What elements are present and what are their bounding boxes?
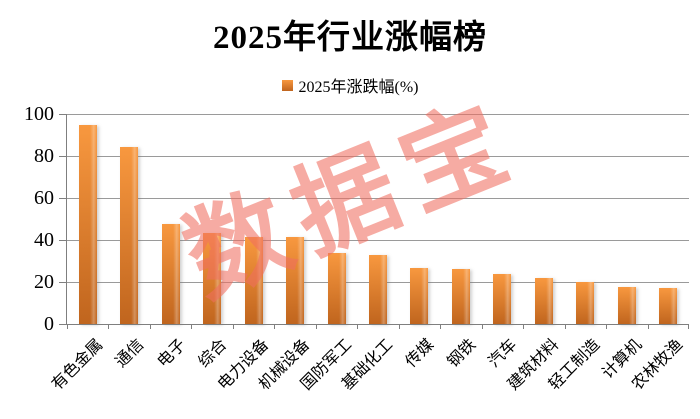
x-tick-mark	[564, 324, 566, 329]
y-tick-label: 100	[24, 103, 54, 125]
x-tick-mark	[481, 324, 483, 329]
gridline	[67, 240, 689, 241]
bar	[369, 254, 387, 324]
x-tick-mark	[357, 324, 359, 329]
bar	[451, 269, 470, 324]
x-tick-mark	[606, 324, 608, 329]
y-tick-mark	[59, 198, 67, 199]
y-tick-label: 0	[44, 313, 54, 335]
bar	[120, 146, 139, 324]
bar	[410, 268, 429, 324]
gridline	[67, 156, 689, 157]
gridline	[67, 114, 689, 115]
y-tick-mark	[59, 282, 67, 283]
x-tick-mark	[232, 324, 234, 329]
bar	[493, 273, 512, 324]
gridline	[67, 198, 689, 199]
bar	[534, 277, 553, 324]
y-tick-mark	[59, 324, 67, 325]
x-tick-label: 钢铁	[444, 336, 480, 371]
x-tick-mark	[149, 324, 151, 329]
bar	[659, 288, 678, 324]
plot-area	[59, 114, 689, 329]
x-tick-mark	[67, 324, 68, 329]
y-tick-mark	[59, 156, 67, 157]
x-tick-mark	[398, 324, 400, 329]
chart-title: 2025年行业涨幅榜	[213, 20, 487, 56]
x-tick-mark	[440, 324, 442, 329]
x-tick-mark	[688, 324, 689, 329]
y-tick-label: 60	[34, 187, 54, 209]
bar	[203, 232, 222, 324]
y-tick-label: 80	[34, 145, 54, 167]
bar	[161, 224, 180, 324]
bar	[244, 236, 263, 324]
x-tick-mark	[647, 324, 649, 329]
y-tick-mark	[59, 240, 67, 241]
x-tick-mark	[108, 324, 110, 329]
x-tick-label: 有色金属	[48, 336, 106, 394]
bar	[286, 236, 305, 324]
bar	[576, 282, 595, 324]
y-tick-label: 40	[34, 229, 54, 251]
y-tick-mark	[59, 114, 67, 115]
bar	[617, 287, 636, 324]
x-tick-label: 传媒	[403, 336, 438, 371]
x-tick-mark	[315, 324, 317, 329]
x-tick-mark	[274, 324, 276, 329]
legend-label: 2025年涨跌幅(%)	[298, 79, 419, 96]
x-tick-label: 电子	[154, 336, 189, 371]
x-tick-label: 通信	[112, 336, 148, 371]
x-tick-mark	[191, 324, 193, 329]
y-tick-label: 20	[34, 271, 54, 293]
x-tick-mark	[523, 324, 525, 329]
bar	[327, 252, 346, 324]
legend: 2025年涨跌幅(%)	[0, 73, 700, 97]
orange-square-icon	[281, 79, 293, 91]
bar	[78, 124, 97, 324]
